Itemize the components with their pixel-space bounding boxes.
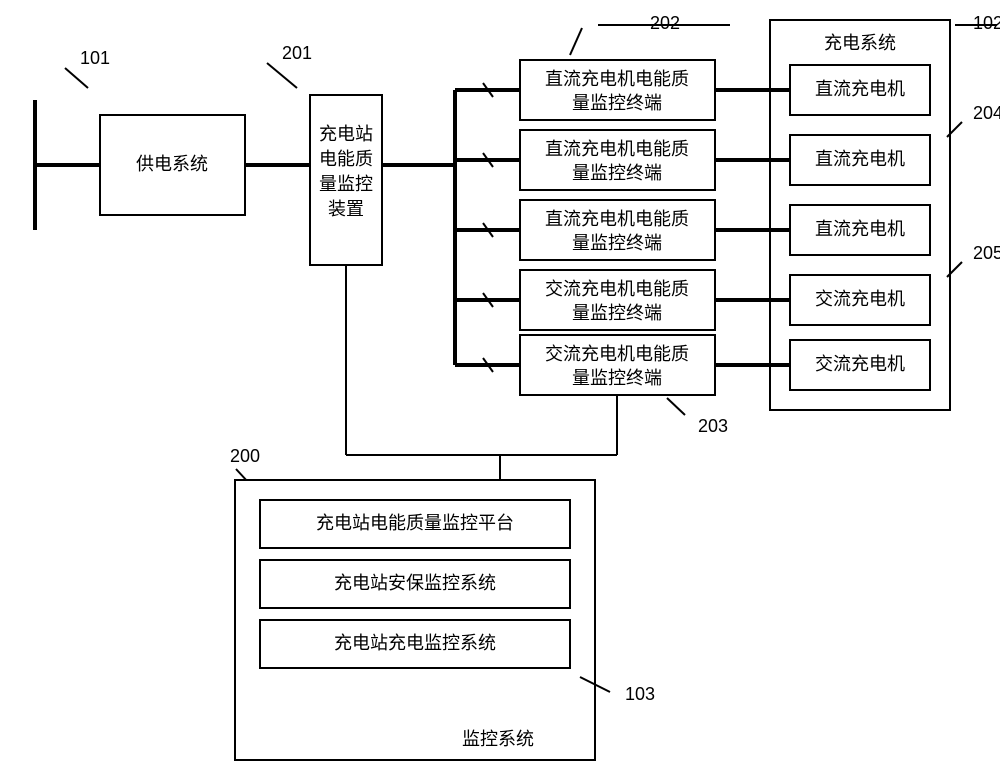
chargemon-label: 充电站充电监控系统 [334,633,496,653]
t1-l2: 量监控终端 [572,93,662,113]
t4-l2: 量监控终端 [572,303,662,323]
t4-l1: 交流充电机电能质 [545,279,689,299]
t5-l1: 交流充电机电能质 [545,344,689,364]
c4-label: 交流充电机 [815,289,905,309]
c2-label: 直流充电机 [815,149,905,169]
platform-label: 充电站电能质量监控平台 [316,513,514,533]
c5-label: 交流充电机 [815,354,905,374]
num-102: 102 [973,13,1000,33]
t2-l1: 直流充电机电能质 [545,139,689,159]
station-label-1: 充电站 [319,124,373,144]
power-system-label: 供电系统 [136,154,208,174]
leader-202 [570,28,582,55]
num-103: 103 [625,684,655,704]
num-204: 204 [973,103,1000,123]
num-205: 205 [973,243,1000,263]
leader-101 [65,68,88,88]
num-101: 101 [80,48,110,68]
num-200: 200 [230,446,260,466]
t3-l1: 直流充电机电能质 [545,209,689,229]
t2-l2: 量监控终端 [572,163,662,183]
leader-201 [267,63,297,88]
security-label: 充电站安保监控系统 [334,573,496,593]
station-label-3: 量监控 [319,174,373,194]
c3-label: 直流充电机 [815,219,905,239]
monitor-title: 监控系统 [462,729,534,749]
station-label-4: 装置 [328,199,364,219]
num-202: 202 [650,13,680,33]
station-label-2: 电能质 [319,149,373,169]
t3-l2: 量监控终端 [572,233,662,253]
leader-203 [667,398,685,415]
c1-label: 直流充电机 [815,79,905,99]
charging-system-title: 充电系统 [824,33,896,53]
num-203: 203 [698,416,728,436]
t1-l1: 直流充电机电能质 [545,69,689,89]
block-diagram: 供电系统 101 充电站 电能质 量监控 装置 201 直流充电机电能质 量监控… [0,0,1000,780]
num-201: 201 [282,43,312,63]
t5-l2: 量监控终端 [572,368,662,388]
